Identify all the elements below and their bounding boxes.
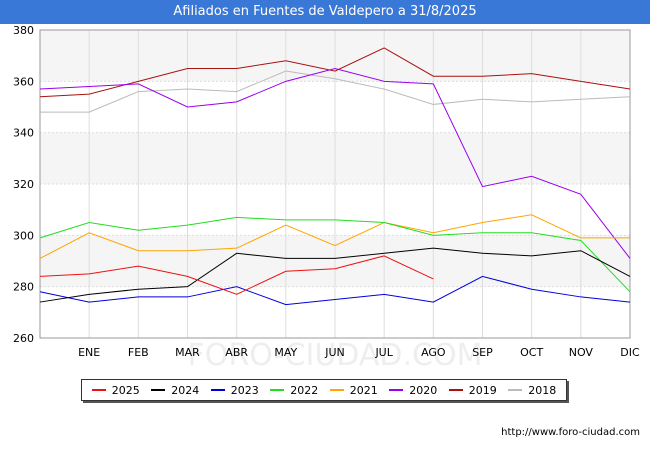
y-tick-label: 300	[13, 229, 34, 242]
x-tick-label: FEB	[128, 346, 149, 359]
x-tick-label: ENE	[78, 346, 100, 359]
x-tick-label: OCT	[520, 346, 543, 359]
series-line-2019	[39, 47, 631, 98]
legend-label: 2021	[349, 383, 378, 397]
legend-label: 2018	[528, 383, 557, 397]
chart-title: Afiliados en Fuentes de Valdepero a 31/8…	[0, 0, 650, 24]
legend-item-2020: 2020	[389, 384, 437, 397]
y-tick-label: 340	[13, 127, 34, 140]
legend-item-2025: 2025	[91, 383, 140, 397]
legend-swatch	[270, 389, 285, 391]
x-tick-label: SEP	[472, 346, 493, 359]
legend-label: 2019	[468, 383, 497, 397]
watermark-text: FORO-CIUDAD.COM	[188, 338, 483, 373]
legend-swatch	[91, 389, 106, 391]
series-line-2021	[39, 214, 630, 259]
x-tick-label: NOV	[569, 346, 594, 359]
source-url: http://www.foro-ciudad.com	[501, 427, 640, 438]
legend-item-2023: 2023	[210, 383, 259, 397]
legend-swatch	[210, 389, 225, 391]
series-line-2020	[39, 67, 631, 259]
plot-area	[39, 29, 631, 339]
legend-swatch	[448, 389, 463, 391]
legend-label: 2024	[171, 383, 200, 397]
y-tick-label: 320	[13, 178, 34, 191]
legend-label: 2020	[409, 383, 438, 397]
y-tick-label: 260	[13, 332, 34, 345]
legend-item-2024: 2024	[151, 384, 199, 397]
y-tick-label: 280	[13, 281, 34, 294]
legend-item-2018: 2018	[508, 384, 556, 397]
x-tick-label: MAY	[274, 346, 297, 359]
x-tick-label: ABR	[225, 346, 248, 359]
legend-label: 2023	[230, 383, 259, 397]
x-tick-label: AGO	[421, 346, 446, 359]
legend-swatch	[389, 389, 404, 391]
series-line-2022	[39, 216, 631, 293]
series-line-2023	[39, 275, 631, 306]
x-tick-label: MAR	[175, 346, 200, 359]
legend-item-2021: 2021	[329, 383, 378, 397]
series-line-2024	[39, 247, 631, 303]
legend-swatch	[151, 389, 166, 391]
legend-label: 2022	[290, 383, 319, 397]
x-tick-label: JUL	[374, 346, 393, 359]
y-tick-label: 360	[13, 75, 34, 88]
legend-item-2019: 2019	[448, 383, 497, 397]
legend-swatch	[508, 389, 523, 391]
legend-label: 2025	[111, 383, 140, 397]
series-line-2025	[39, 255, 434, 295]
series-line-2018	[40, 70, 631, 113]
chart-legend: 2025 2024 2023 2022 2021 2020 2019 2018	[81, 379, 567, 401]
y-tick-label: 380	[13, 24, 34, 37]
x-tick-label: JUN	[324, 346, 345, 359]
x-tick-label: DIC	[620, 346, 640, 359]
legend-swatch	[329, 389, 344, 391]
legend-item-2022: 2022	[270, 384, 318, 397]
